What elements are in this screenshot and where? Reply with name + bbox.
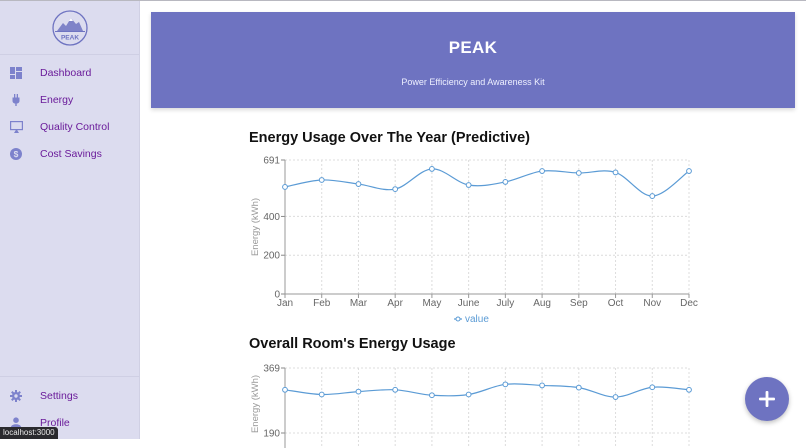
data-point[interactable] bbox=[539, 168, 545, 174]
chart-title-room-usage: Overall Room's Energy Usage bbox=[249, 336, 456, 352]
x-tick-label: Nov bbox=[643, 298, 661, 309]
data-point[interactable] bbox=[392, 386, 399, 393]
data-point[interactable] bbox=[429, 166, 435, 172]
data-point[interactable] bbox=[649, 193, 656, 199]
svg-text:value: value bbox=[465, 314, 489, 325]
x-tick-label: Mar bbox=[350, 298, 368, 309]
x-tick-label: Sep bbox=[570, 298, 588, 309]
y-tick-label: 369 bbox=[263, 364, 280, 375]
logo-area: PEAK bbox=[0, 1, 139, 55]
y-tick-label: 200 bbox=[263, 251, 280, 262]
x-tick-label: Aug bbox=[533, 298, 551, 309]
series-line bbox=[284, 168, 690, 197]
x-tick-label: Feb bbox=[313, 298, 331, 309]
data-point[interactable] bbox=[429, 392, 435, 399]
y-tick-label: 190 bbox=[263, 429, 280, 440]
y-axis-label: Energy (kWh) bbox=[250, 375, 261, 433]
sidebar-item-label: Quality Control bbox=[40, 120, 110, 133]
data-point[interactable] bbox=[465, 391, 472, 398]
header-banner: PEAK Power Efficiency and Awareness Kit bbox=[151, 12, 795, 108]
data-point[interactable] bbox=[392, 186, 399, 192]
y-tick-label: 691 bbox=[263, 156, 280, 167]
data-point[interactable] bbox=[502, 381, 509, 388]
sidebar-item-label: Energy bbox=[40, 93, 74, 106]
status-bar-url: localhost:3000 bbox=[0, 427, 58, 439]
chart-legend[interactable]: value bbox=[454, 314, 489, 325]
window-top-border bbox=[0, 0, 806, 1]
add-button[interactable] bbox=[745, 377, 789, 421]
y-axis-label: Energy (kWh) bbox=[250, 198, 261, 256]
dashboard-icon bbox=[9, 66, 23, 80]
data-point[interactable] bbox=[355, 181, 362, 187]
sidebar-item-label: Profile bbox=[40, 416, 70, 429]
energy-usage-line-chart[interactable]: 0 200 400 691 Jan Feb Mar Apr May June July Aug Sep O… bbox=[240, 150, 710, 330]
data-point[interactable] bbox=[282, 386, 288, 393]
data-point[interactable] bbox=[686, 386, 692, 393]
chart-title-predictive: Energy Usage Over The Year (Predictive) bbox=[249, 130, 531, 146]
gear-icon bbox=[9, 389, 23, 403]
sidebar-item-quality-control[interactable]: Quality Control bbox=[0, 113, 139, 140]
x-tick-label: Apr bbox=[387, 298, 403, 309]
x-tick-label: May bbox=[422, 298, 441, 309]
data-point[interactable] bbox=[612, 169, 619, 176]
svg-text:PEAK: PEAK bbox=[60, 34, 78, 41]
sidebar-item-label: Cost Savings bbox=[40, 147, 102, 160]
sidebar-item-settings[interactable]: Settings bbox=[0, 382, 140, 409]
data-point[interactable] bbox=[465, 182, 472, 188]
series-line bbox=[284, 383, 690, 398]
x-tick-label: July bbox=[496, 298, 514, 309]
dollar-icon: $ bbox=[9, 147, 23, 161]
chart-grid bbox=[281, 367, 690, 448]
sidebar-item-label: Dashboard bbox=[40, 66, 92, 79]
data-point[interactable] bbox=[318, 177, 325, 183]
plus-icon bbox=[759, 391, 775, 407]
x-tick-label: Oct bbox=[608, 298, 624, 309]
sidebar: PEAK Dashboard Energy Quality Control $ bbox=[0, 1, 140, 439]
sidebar-item-cost-savings[interactable]: $ Cost Savings bbox=[0, 140, 139, 167]
data-point[interactable] bbox=[575, 384, 582, 391]
data-point[interactable] bbox=[502, 179, 509, 185]
data-point[interactable] bbox=[612, 394, 619, 400]
x-tick-label: Dec bbox=[680, 298, 698, 309]
peak-logo-icon[interactable]: PEAK bbox=[51, 9, 88, 46]
svg-text:$: $ bbox=[14, 149, 19, 159]
sidebar-bottom-nav: Settings Profile bbox=[0, 376, 140, 436]
x-tick-label: Jan bbox=[277, 298, 293, 309]
monitor-icon bbox=[9, 120, 23, 134]
sidebar-item-energy[interactable]: Energy bbox=[0, 86, 139, 113]
data-point[interactable] bbox=[282, 184, 288, 190]
y-tick-label: 0 bbox=[274, 290, 280, 301]
data-point[interactable] bbox=[649, 384, 656, 391]
data-point[interactable] bbox=[318, 391, 325, 398]
data-point[interactable] bbox=[355, 388, 362, 395]
sidebar-item-label: Settings bbox=[40, 389, 78, 402]
data-point[interactable] bbox=[539, 382, 545, 389]
data-point[interactable] bbox=[686, 168, 692, 174]
sidebar-item-profile[interactable]: Profile bbox=[0, 409, 140, 436]
sidebar-item-dashboard[interactable]: Dashboard bbox=[0, 59, 139, 86]
page-title: PEAK bbox=[448, 38, 498, 57]
y-tick-label: 400 bbox=[263, 212, 280, 223]
plug-icon bbox=[9, 93, 23, 107]
x-tick-label: June bbox=[458, 298, 480, 309]
page-subtitle: Power Efficiency and Awareness Kit bbox=[401, 77, 545, 87]
data-point[interactable] bbox=[575, 170, 582, 176]
sidebar-nav: Dashboard Energy Quality Control $ Cost … bbox=[0, 55, 139, 167]
